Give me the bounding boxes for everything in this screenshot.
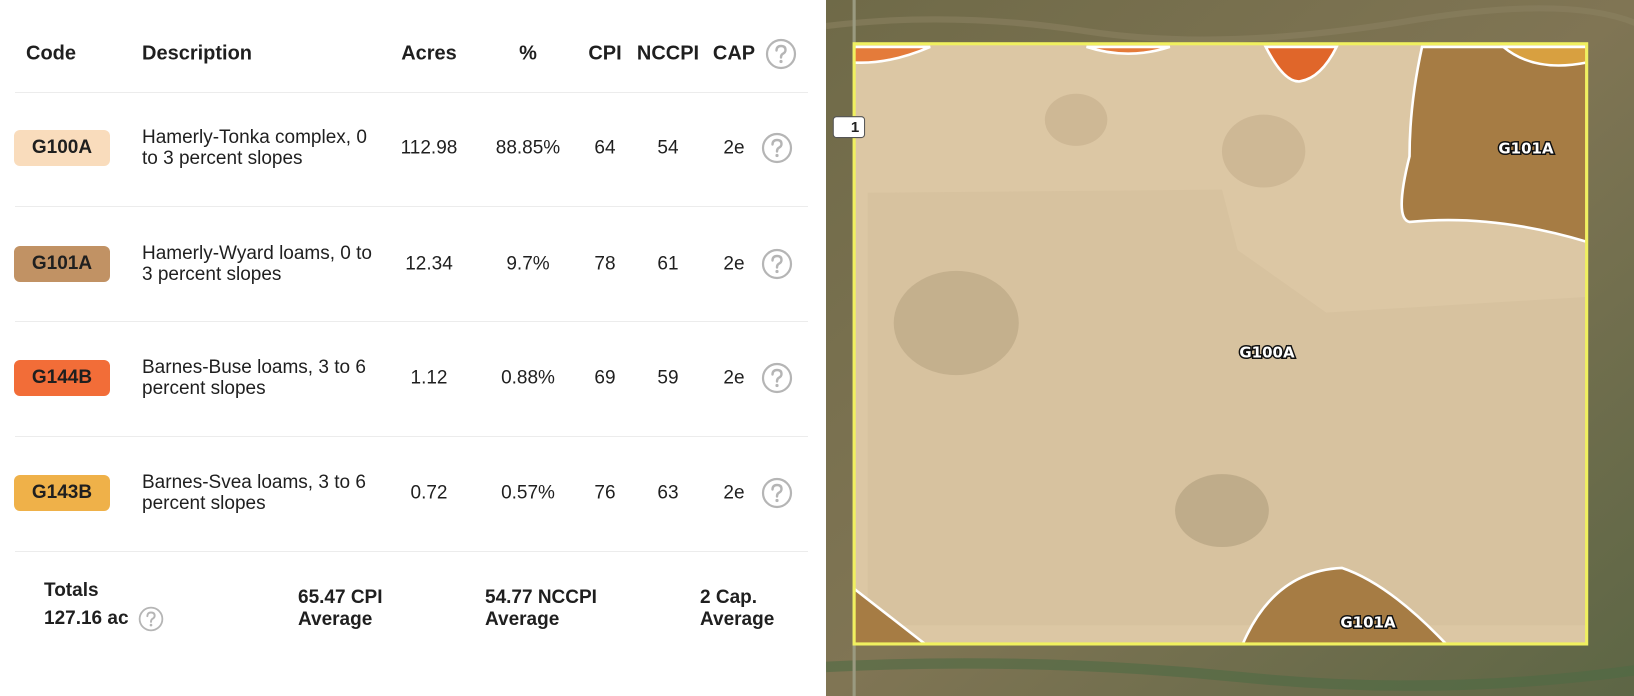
help-icon[interactable] <box>761 477 793 509</box>
terrain <box>826 5 1634 43</box>
field-texture <box>1175 474 1269 548</box>
cell-value: 59 <box>657 367 679 389</box>
row-divider <box>15 92 808 93</box>
field-texture <box>893 270 1019 376</box>
cell-value: 54 <box>657 137 679 159</box>
soil-code-badge: G100A <box>14 130 110 166</box>
field-boundary <box>852 42 1589 646</box>
totals-cap: 2 Cap. Average <box>700 587 775 630</box>
cell-value: 2e <box>723 482 745 504</box>
column-header: Acres <box>401 42 457 65</box>
cell-value: 2e <box>723 137 745 159</box>
column-header: Description <box>142 42 253 65</box>
field-texture <box>867 189 1587 626</box>
soil-map-label: G101A <box>1498 140 1554 158</box>
help-icon[interactable] <box>761 132 793 164</box>
soil-g101a <box>1240 566 1450 646</box>
soil-g101a <box>1400 45 1588 244</box>
row-divider <box>15 436 808 437</box>
column-header: CAP <box>712 42 756 65</box>
soil-description: Barnes-Buse loams, 3 to 6 percent slopes <box>142 357 366 399</box>
totals-acres: 127.16 ac <box>44 608 129 629</box>
soil-table: Code Description Acres% CPI NCCPI CAP G100A Ham… <box>14 38 808 632</box>
field-texture <box>1221 114 1306 188</box>
cell-value: 2e <box>723 253 745 275</box>
row-divider <box>15 321 808 322</box>
cell-value: 0.72 <box>410 482 448 504</box>
soil-code-badge: G143B <box>14 475 110 511</box>
soil-g144b <box>1086 45 1171 55</box>
cell-value: 64 <box>594 137 616 159</box>
road-badge-text: 1 <box>851 119 859 136</box>
road-badge <box>832 116 866 139</box>
cell-value: 88.85% <box>495 137 561 159</box>
row-divider <box>15 206 808 207</box>
soil-description: Hamerly-Tonka complex, 0 to 3 percent sl… <box>142 127 367 169</box>
cell-value: 112.98 <box>400 137 458 159</box>
soil-description: Hamerly-Wyard loams, 0 to 3 percent slop… <box>142 243 372 285</box>
cell-value: 9.7% <box>506 253 550 275</box>
help-icon[interactable] <box>761 362 793 394</box>
totals-nccpi: 54.77 NCCPI Average <box>485 587 597 630</box>
help-icon[interactable] <box>765 38 797 70</box>
cell-value: 0.88% <box>501 367 555 389</box>
column-header: NCCPI <box>636 42 700 65</box>
cell-value: 0.57% <box>501 482 555 504</box>
soil-map-label: G100A <box>1239 344 1295 362</box>
totals-label: Totals <box>44 580 99 601</box>
cell-value: 63 <box>657 482 679 504</box>
totals-cpi: 65.47 CPI Average <box>298 587 383 630</box>
soil-map-label: G101A <box>1340 614 1396 632</box>
soil-g144b <box>1263 45 1339 83</box>
cell-value: 2e <box>723 367 745 389</box>
cell-value: 69 <box>594 367 616 389</box>
column-header: Code <box>26 42 76 65</box>
soil-description: Barnes-Svea loams, 3 to 6 percent slopes <box>142 472 366 514</box>
help-icon[interactable] <box>761 248 793 280</box>
terrain <box>826 658 1634 691</box>
column-header: % <box>519 42 537 65</box>
map-layers <box>826 0 1634 696</box>
soil-code-badge: G101A <box>14 246 110 282</box>
help-icon[interactable] <box>138 606 164 632</box>
soil-code-badge: G144B <box>14 360 110 396</box>
column-header: CPI <box>588 42 622 65</box>
cell-value: 76 <box>594 482 616 504</box>
field-texture <box>1044 93 1108 146</box>
cell-value: 1.12 <box>410 367 448 389</box>
cell-value: 12.34 <box>405 253 453 275</box>
cell-value: 78 <box>594 253 616 275</box>
map: 1 G101A G100A G101A <box>826 0 1634 696</box>
row-divider <box>15 551 808 552</box>
cell-value: 61 <box>657 253 679 275</box>
